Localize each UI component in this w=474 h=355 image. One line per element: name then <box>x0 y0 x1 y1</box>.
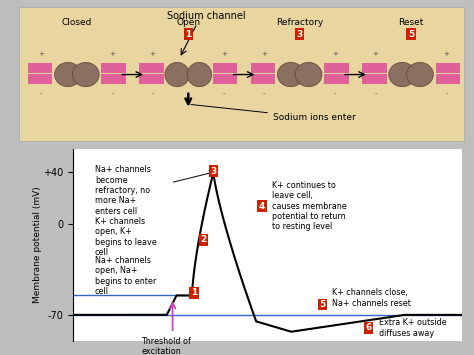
Text: 5: 5 <box>319 300 325 309</box>
Ellipse shape <box>187 62 212 87</box>
FancyBboxPatch shape <box>251 69 275 73</box>
Text: K+ channels close,
Na+ channels reset: K+ channels close, Na+ channels reset <box>332 288 411 308</box>
Text: 1: 1 <box>191 288 197 297</box>
Text: 3: 3 <box>210 166 217 176</box>
Text: K+ channels
open, K+
begins to leave
cell: K+ channels open, K+ begins to leave cel… <box>95 217 156 257</box>
Text: 5: 5 <box>408 29 414 39</box>
Ellipse shape <box>55 62 82 87</box>
FancyBboxPatch shape <box>101 69 126 73</box>
Text: Sodium ions enter: Sodium ions enter <box>191 104 356 122</box>
FancyBboxPatch shape <box>139 69 164 73</box>
Text: Reset: Reset <box>398 18 424 27</box>
Text: +: + <box>373 51 378 57</box>
Text: Na+ channels
become
refractory, no
more Na+
enters cell: Na+ channels become refractory, no more … <box>95 165 151 216</box>
FancyBboxPatch shape <box>436 69 460 73</box>
FancyBboxPatch shape <box>28 69 52 73</box>
FancyBboxPatch shape <box>324 69 349 73</box>
Text: Na+ channels
open, Na+
begins to enter
cell: Na+ channels open, Na+ begins to enter c… <box>95 256 156 296</box>
FancyBboxPatch shape <box>28 79 52 84</box>
FancyBboxPatch shape <box>362 79 387 84</box>
FancyBboxPatch shape <box>436 74 460 78</box>
Text: +: + <box>150 51 155 57</box>
Text: +: + <box>221 51 227 57</box>
FancyBboxPatch shape <box>436 63 460 68</box>
Ellipse shape <box>389 62 416 87</box>
FancyBboxPatch shape <box>251 79 275 84</box>
FancyBboxPatch shape <box>324 74 349 78</box>
Ellipse shape <box>407 62 433 87</box>
Text: Extra K+ outside
diffuses away: Extra K+ outside diffuses away <box>379 318 446 338</box>
FancyBboxPatch shape <box>251 74 275 78</box>
Text: -: - <box>334 91 337 97</box>
Text: 6: 6 <box>366 323 372 332</box>
Text: 3: 3 <box>297 29 303 39</box>
FancyBboxPatch shape <box>362 69 387 73</box>
FancyBboxPatch shape <box>324 79 349 84</box>
Ellipse shape <box>165 62 190 87</box>
Text: -: - <box>151 91 154 97</box>
Text: 2: 2 <box>201 235 207 244</box>
FancyBboxPatch shape <box>213 79 237 84</box>
Text: -: - <box>374 91 377 97</box>
Text: +: + <box>444 51 450 57</box>
FancyBboxPatch shape <box>101 63 126 68</box>
FancyBboxPatch shape <box>139 74 164 78</box>
FancyBboxPatch shape <box>28 74 52 78</box>
Text: -: - <box>446 91 448 97</box>
Y-axis label: Membrane potential (mV): Membrane potential (mV) <box>33 187 42 303</box>
FancyBboxPatch shape <box>213 74 237 78</box>
Text: 1: 1 <box>185 29 191 39</box>
Text: Sodium channel: Sodium channel <box>167 11 246 21</box>
FancyBboxPatch shape <box>362 63 387 68</box>
Text: Open: Open <box>176 18 201 27</box>
Text: +: + <box>38 51 44 57</box>
Text: K+ continues to
leave cell,
causes membrane
potential to return
to resting level: K+ continues to leave cell, causes membr… <box>272 181 346 231</box>
Text: -: - <box>263 91 265 97</box>
FancyBboxPatch shape <box>101 79 126 84</box>
Ellipse shape <box>277 62 304 87</box>
FancyBboxPatch shape <box>324 63 349 68</box>
Text: -: - <box>40 91 43 97</box>
Text: +: + <box>332 51 338 57</box>
Text: -: - <box>111 91 114 97</box>
FancyBboxPatch shape <box>139 63 164 68</box>
Text: Closed: Closed <box>62 18 92 27</box>
Text: +: + <box>261 51 267 57</box>
Text: -: - <box>223 91 225 97</box>
Ellipse shape <box>73 62 99 87</box>
Text: Threshold of
excitation: Threshold of excitation <box>141 337 191 355</box>
FancyBboxPatch shape <box>19 7 465 142</box>
FancyBboxPatch shape <box>213 69 237 73</box>
FancyBboxPatch shape <box>28 63 52 68</box>
Text: Refractory: Refractory <box>276 18 323 27</box>
FancyBboxPatch shape <box>213 63 237 68</box>
Text: +: + <box>109 51 116 57</box>
FancyBboxPatch shape <box>436 79 460 84</box>
Ellipse shape <box>295 62 322 87</box>
FancyBboxPatch shape <box>251 63 275 68</box>
Text: 4: 4 <box>259 202 265 211</box>
FancyBboxPatch shape <box>101 74 126 78</box>
FancyBboxPatch shape <box>362 74 387 78</box>
FancyBboxPatch shape <box>139 79 164 84</box>
